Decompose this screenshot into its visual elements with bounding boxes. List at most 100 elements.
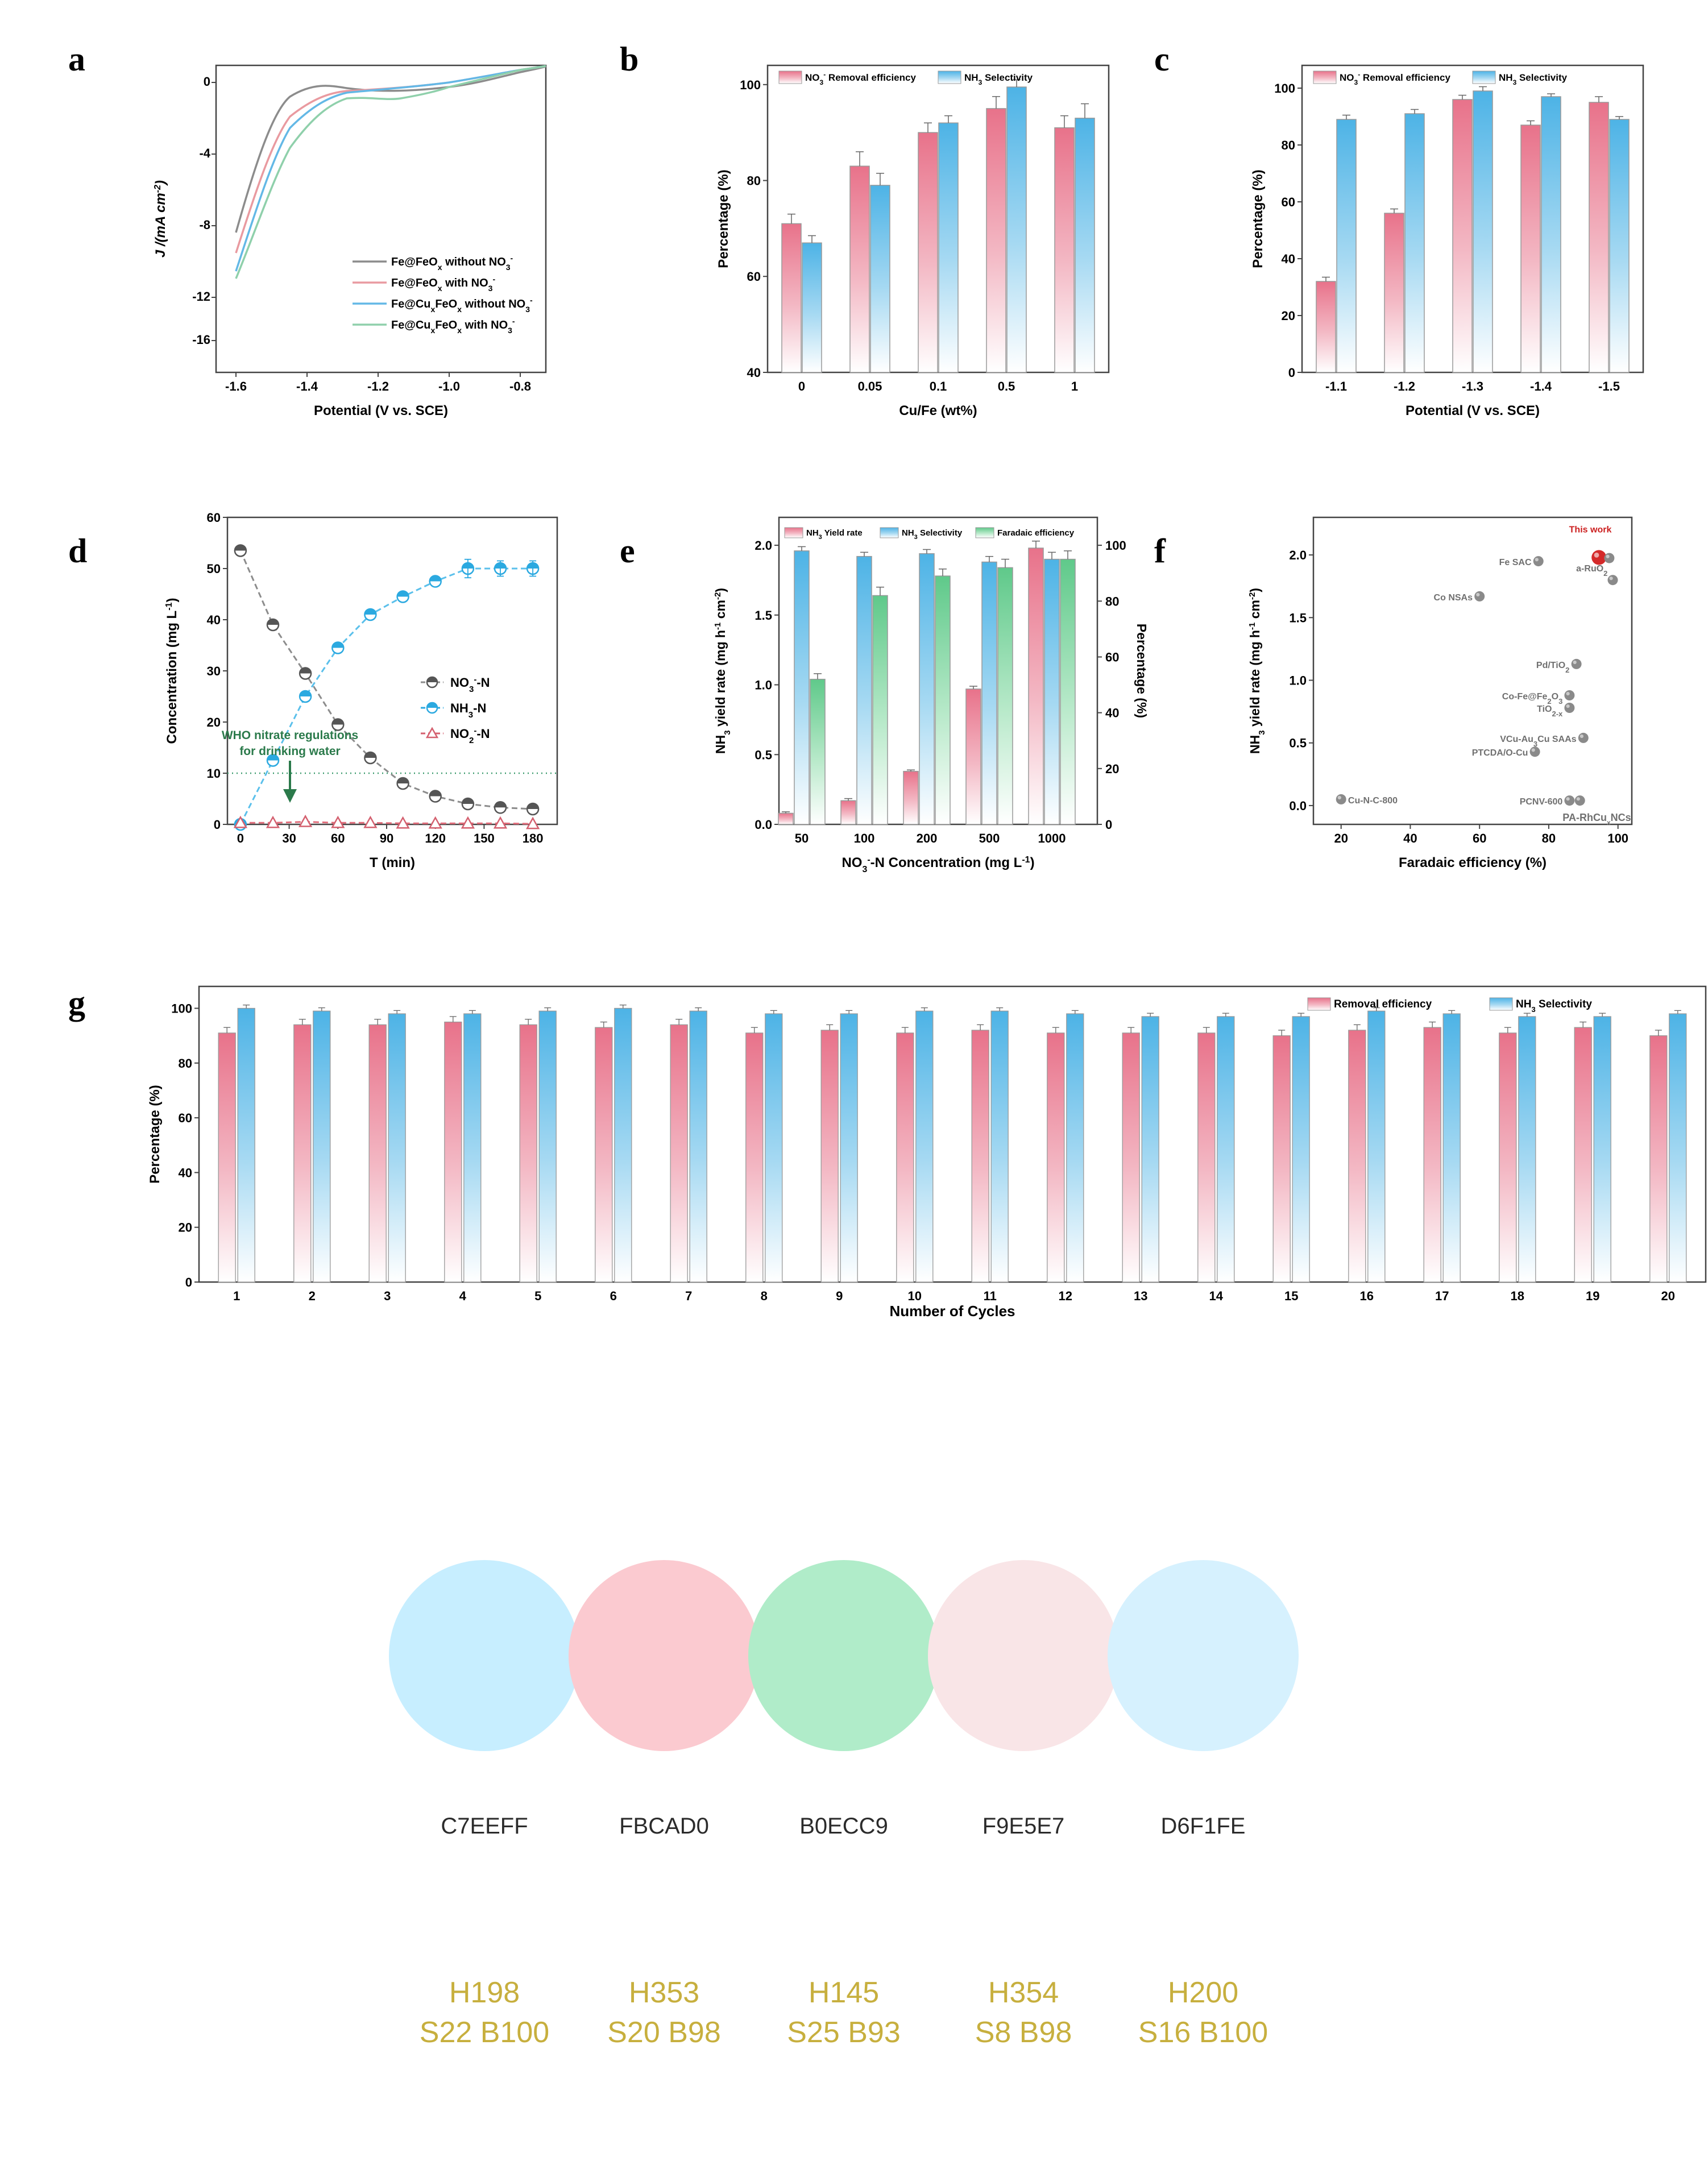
svg-text:0: 0 <box>237 831 244 845</box>
svg-text:0: 0 <box>214 818 221 832</box>
svg-text:40: 40 <box>1105 706 1119 720</box>
svg-text:80: 80 <box>1542 831 1556 845</box>
svg-text:Faradaic efficiency: Faradaic efficiency <box>997 528 1075 538</box>
svg-text:Percentage (%): Percentage (%) <box>147 1085 163 1183</box>
svg-text:30: 30 <box>282 831 296 845</box>
svg-text:0: 0 <box>185 1275 192 1289</box>
svg-text:NH3 Selectivity: NH3 Selectivity <box>1516 998 1592 1014</box>
svg-text:NO2--N: NO2--N <box>450 726 490 745</box>
svg-text:0.5: 0.5 <box>754 748 772 762</box>
svg-text:80: 80 <box>1282 138 1295 152</box>
svg-text:-4: -4 <box>199 146 210 160</box>
svg-text:for drinking water: for drinking water <box>239 745 340 758</box>
svg-text:-1.0: -1.0 <box>438 379 460 393</box>
svg-text:TiO2-x: TiO2-x <box>1537 704 1563 718</box>
svg-text:-1.5: -1.5 <box>1598 379 1620 393</box>
svg-text:Fe SAC: Fe SAC <box>1499 558 1532 567</box>
svg-text:40: 40 <box>1282 252 1295 266</box>
svg-text:100: 100 <box>1105 538 1126 553</box>
svg-text:a-RuO2: a-RuO2 <box>1576 564 1607 578</box>
svg-text:60: 60 <box>1282 195 1295 209</box>
svg-text:50: 50 <box>207 562 221 576</box>
svg-text:J /(mA cm-2): J /(mA cm-2) <box>153 180 169 258</box>
svg-text:3: 3 <box>384 1289 391 1303</box>
svg-text:NH3 Selectivity: NH3 Selectivity <box>1499 72 1568 86</box>
svg-text:40: 40 <box>179 1165 192 1180</box>
svg-text:100: 100 <box>171 1002 192 1016</box>
svg-text:200: 200 <box>917 831 938 845</box>
svg-text:20: 20 <box>207 715 221 729</box>
svg-text:6: 6 <box>610 1289 617 1303</box>
svg-text:NH3 yield rate (mg h-1 cm-2): NH3 yield rate (mg h-1 cm-2) <box>1247 588 1267 754</box>
svg-text:0.5: 0.5 <box>1289 736 1307 750</box>
svg-text:Cu-N-C-800: Cu-N-C-800 <box>1348 796 1398 806</box>
svg-text:60: 60 <box>1105 650 1119 665</box>
svg-text:14: 14 <box>1209 1289 1224 1303</box>
svg-text:60: 60 <box>331 831 345 845</box>
svg-text:9: 9 <box>836 1289 843 1303</box>
svg-text:Fe@CuxFeOx without NO3-: Fe@CuxFeOx without NO3- <box>391 296 533 314</box>
svg-text:Number of Cycles: Number of Cycles <box>889 1303 1015 1320</box>
svg-text:1.5: 1.5 <box>754 608 772 623</box>
svg-text:4: 4 <box>459 1289 467 1303</box>
svg-text:0.05: 0.05 <box>858 379 882 393</box>
svg-text:Fe@CuxFeOx with NO3-: Fe@CuxFeOx with NO3- <box>391 317 515 335</box>
svg-text:10: 10 <box>908 1289 922 1303</box>
svg-text:-1.2: -1.2 <box>1394 379 1415 393</box>
svg-text:0: 0 <box>1288 366 1295 380</box>
svg-text:NO3- Removal efficiency: NO3- Removal efficiency <box>1340 70 1450 86</box>
svg-text:20: 20 <box>1105 762 1119 776</box>
svg-text:NH3 Selectivity: NH3 Selectivity <box>902 528 963 541</box>
svg-text:60: 60 <box>1473 831 1486 845</box>
svg-text:NO3--N: NO3--N <box>450 675 490 694</box>
svg-text:-12: -12 <box>192 289 210 304</box>
svg-text:80: 80 <box>747 174 761 188</box>
svg-text:1: 1 <box>1071 379 1078 393</box>
svg-text:60: 60 <box>747 269 761 284</box>
svg-text:17: 17 <box>1435 1289 1449 1303</box>
svg-text:1: 1 <box>233 1289 240 1303</box>
svg-text:PTCDA/O-Cu: PTCDA/O-Cu <box>1472 748 1528 758</box>
svg-text:13: 13 <box>1134 1289 1147 1303</box>
svg-text:100: 100 <box>1607 831 1628 845</box>
svg-text:12: 12 <box>1059 1289 1072 1303</box>
svg-text:NO3--N Concentration (mg L-1): NO3--N Concentration (mg L-1) <box>841 855 1034 874</box>
svg-text:30: 30 <box>207 664 221 678</box>
svg-text:0.1: 0.1 <box>930 379 947 393</box>
svg-text:0: 0 <box>798 379 805 393</box>
svg-text:5: 5 <box>534 1289 541 1303</box>
svg-text:8: 8 <box>761 1289 768 1303</box>
svg-text:40: 40 <box>1403 831 1417 845</box>
svg-text:1.0: 1.0 <box>754 678 772 692</box>
svg-text:100: 100 <box>854 831 875 845</box>
svg-text:1.0: 1.0 <box>1289 674 1307 688</box>
svg-text:-1.4: -1.4 <box>1530 379 1552 393</box>
svg-text:7: 7 <box>685 1289 692 1303</box>
svg-text:0: 0 <box>1105 818 1112 832</box>
svg-text:10: 10 <box>207 766 221 781</box>
svg-text:80: 80 <box>179 1056 192 1071</box>
svg-text:NH3 yield rate (mg h-1 cm-2): NH3 yield rate (mg h-1 cm-2) <box>713 588 732 754</box>
svg-text:-1.6: -1.6 <box>225 379 247 393</box>
svg-text:Faradaic efficiency (%): Faradaic efficiency (%) <box>1399 855 1547 870</box>
svg-text:2: 2 <box>309 1289 316 1303</box>
svg-text:Cu/Fe (wt%): Cu/Fe (wt%) <box>899 403 977 418</box>
svg-text:Removal efficiency: Removal efficiency <box>1334 998 1432 1010</box>
svg-text:NH3 Yield rate: NH3 Yield rate <box>806 528 863 541</box>
svg-text:0.0: 0.0 <box>754 818 772 832</box>
svg-text:1.5: 1.5 <box>1289 611 1307 625</box>
svg-text:180: 180 <box>523 831 544 845</box>
svg-text:Concentration (mg L-1): Concentration (mg L-1) <box>164 598 180 744</box>
svg-text:Percentage (%): Percentage (%) <box>716 169 731 268</box>
svg-text:20: 20 <box>1334 831 1348 845</box>
svg-text:NH3-N: NH3-N <box>450 701 486 720</box>
svg-text:-1.4: -1.4 <box>296 379 318 393</box>
svg-text:16: 16 <box>1360 1289 1374 1303</box>
svg-text:2.0: 2.0 <box>1289 548 1307 562</box>
svg-text:Percentage (%): Percentage (%) <box>1134 624 1149 718</box>
svg-text:Potential (V vs. SCE): Potential (V vs. SCE) <box>1406 403 1540 418</box>
svg-text:0: 0 <box>204 74 210 89</box>
svg-text:PCNV-600: PCNV-600 <box>1520 797 1563 807</box>
svg-text:-1.1: -1.1 <box>1325 379 1347 393</box>
svg-text:-0.8: -0.8 <box>509 379 531 393</box>
